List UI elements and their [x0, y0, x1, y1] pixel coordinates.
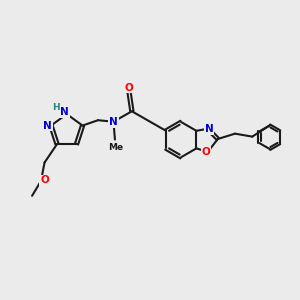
- Text: O: O: [124, 82, 133, 92]
- Text: N: N: [60, 107, 69, 117]
- Text: O: O: [40, 175, 49, 185]
- Text: N: N: [205, 124, 214, 134]
- Text: N: N: [43, 121, 52, 130]
- Text: N: N: [109, 117, 118, 127]
- Text: Me: Me: [109, 142, 124, 152]
- Text: O: O: [202, 147, 211, 157]
- Text: H: H: [52, 103, 59, 112]
